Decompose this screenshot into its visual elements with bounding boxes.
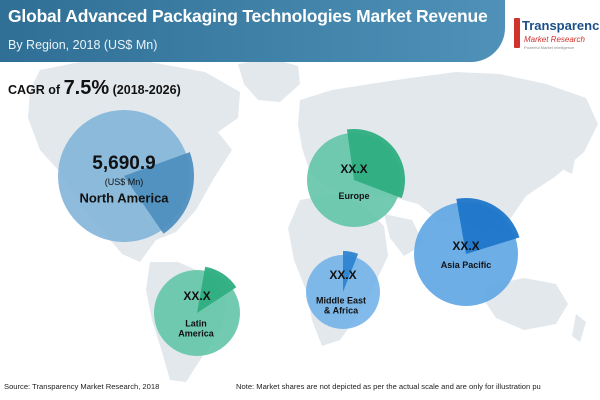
north-america-value: 5,690.9	[92, 153, 156, 175]
chart-title: Global Advanced Packaging Technologies M…	[8, 6, 488, 26]
middle-east-africa-label: Middle East & Africa	[316, 296, 366, 317]
north-america-unit: (US$ Mn)	[104, 176, 144, 187]
chart-subtitle: By Region, 2018 (US$ Mn)	[8, 38, 158, 52]
latin-america-label-line-1: Latin	[185, 318, 207, 329]
asia-pacific-share-slice	[456, 198, 520, 254]
middle-east-africa-label-line-2: & Africa	[323, 306, 359, 316]
cagr-value: 7.5%	[63, 77, 110, 99]
logo-subtitle: Market Research	[524, 35, 585, 44]
logo-name: Transparenc	[522, 18, 600, 33]
europe-value: XX.X	[340, 162, 368, 177]
europe-share-slice	[346, 129, 406, 199]
latin-america-label-line-2: America	[178, 329, 214, 339]
latin-america-value: XX.X	[183, 289, 211, 304]
cagr-period: (2018-2026)	[112, 83, 181, 97]
logo-mark-icon	[514, 18, 520, 48]
asia-pacific-value: XX.X	[452, 239, 480, 254]
scale-note: Note: Market shares are not depicted as …	[236, 382, 541, 391]
latin-america-label: Latin America	[178, 319, 214, 340]
source-note: Source: Transparency Market Research, 20…	[4, 382, 160, 391]
north-america-label: North America	[79, 190, 169, 206]
cagr-prefix: CAGR of	[8, 83, 61, 97]
middle-east-africa-share-slice	[343, 251, 359, 292]
asia-pacific-label: Asia Pacific	[440, 259, 492, 270]
latin-america-share-slice	[197, 266, 237, 313]
company-logo: Transparenc Market Research Powerful Mar…	[514, 14, 600, 54]
middle-east-africa-value: XX.X	[329, 268, 357, 283]
north-america-share-slice	[124, 152, 195, 234]
europe-label: Europe	[338, 190, 370, 201]
logo-tagline: Powerful Market Intelligence	[524, 45, 575, 50]
middle-east-africa-label-line-1: Middle East	[315, 295, 367, 306]
header-band	[0, 0, 505, 62]
cagr-callout: CAGR of 7.5% (2018-2026)	[8, 77, 181, 100]
region-bubbles	[58, 110, 520, 356]
